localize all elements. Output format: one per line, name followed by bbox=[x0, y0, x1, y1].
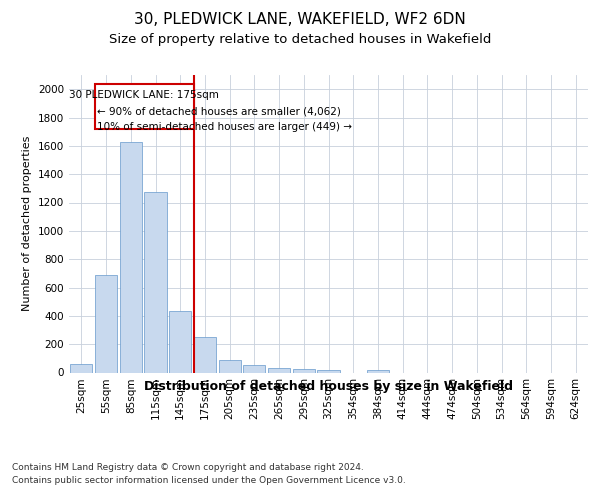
Text: Contains public sector information licensed under the Open Government Licence v3: Contains public sector information licen… bbox=[12, 476, 406, 485]
Bar bbox=[194, 337, 216, 372]
Text: Contains HM Land Registry data © Crown copyright and database right 2024.: Contains HM Land Registry data © Crown c… bbox=[12, 462, 364, 471]
Bar bbox=[293, 369, 315, 372]
Bar bbox=[218, 360, 241, 372]
Text: 10% of semi-detached houses are larger (449) →: 10% of semi-detached houses are larger (… bbox=[97, 122, 352, 132]
Bar bbox=[95, 275, 117, 372]
Bar bbox=[119, 142, 142, 372]
Bar bbox=[145, 192, 167, 372]
Bar bbox=[95, 84, 194, 129]
Bar bbox=[243, 365, 265, 372]
Bar bbox=[367, 370, 389, 372]
Text: Size of property relative to detached houses in Wakefield: Size of property relative to detached ho… bbox=[109, 32, 491, 46]
Y-axis label: Number of detached properties: Number of detached properties bbox=[22, 136, 32, 312]
Bar bbox=[317, 370, 340, 372]
Text: 30, PLEDWICK LANE, WAKEFIELD, WF2 6DN: 30, PLEDWICK LANE, WAKEFIELD, WF2 6DN bbox=[134, 12, 466, 28]
Text: ← 90% of detached houses are smaller (4,062): ← 90% of detached houses are smaller (4,… bbox=[97, 107, 341, 117]
Bar bbox=[169, 311, 191, 372]
Bar bbox=[70, 364, 92, 372]
Text: Distribution of detached houses by size in Wakefield: Distribution of detached houses by size … bbox=[145, 380, 513, 393]
Bar bbox=[268, 368, 290, 372]
Text: 30 PLEDWICK LANE: 175sqm: 30 PLEDWICK LANE: 175sqm bbox=[70, 90, 220, 100]
